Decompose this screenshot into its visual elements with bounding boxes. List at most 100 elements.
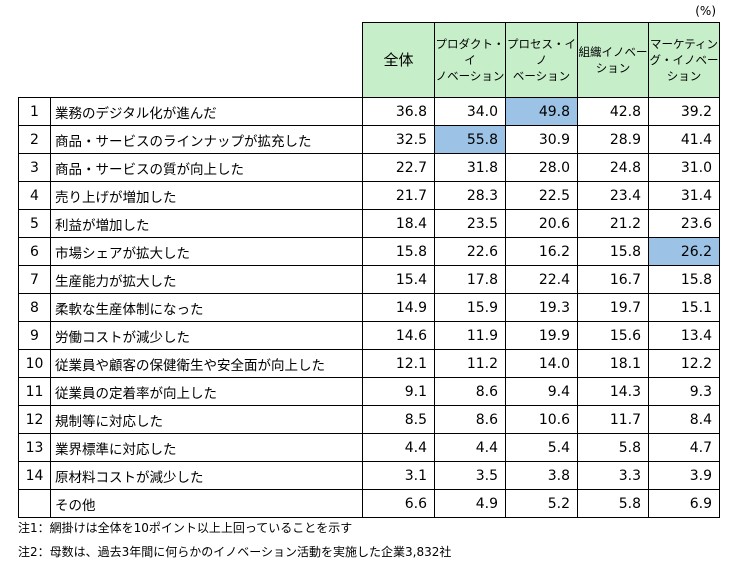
value-cell: 15.9 bbox=[434, 293, 506, 322]
row-number: 8 bbox=[18, 293, 51, 322]
row-label: 規制等に対応した bbox=[50, 405, 363, 434]
value-cell: 23.4 bbox=[577, 181, 649, 210]
value-cell: 18.4 bbox=[362, 209, 435, 238]
value-cell: 5.8 bbox=[577, 433, 649, 462]
value-cell: 4.7 bbox=[648, 433, 720, 462]
row-number: 9 bbox=[18, 321, 51, 350]
value-cell: 15.6 bbox=[577, 321, 649, 350]
row-number: 12 bbox=[18, 405, 51, 434]
value-cell: 32.5 bbox=[362, 125, 435, 154]
header-line: ション bbox=[666, 69, 702, 83]
table-row: 8 柔軟な生産体制になった 14.9 15.9 19.3 19.7 15.1 bbox=[18, 293, 720, 322]
table-row: 5 利益が増加した 18.4 23.5 20.6 21.2 23.6 bbox=[18, 209, 720, 238]
value-cell: 6.6 bbox=[362, 489, 435, 518]
row-label: その他 bbox=[50, 489, 363, 518]
value-cell: 28.0 bbox=[505, 153, 578, 182]
row-number bbox=[18, 489, 51, 518]
value-cell: 3.1 bbox=[362, 461, 435, 490]
header-line: ベーション bbox=[512, 69, 571, 83]
table-row: 12 規制等に対応した 8.5 8.6 10.6 11.7 8.4 bbox=[18, 405, 720, 434]
header-line: プロダクト・イ bbox=[435, 37, 505, 67]
header-row: 全体 プロダクト・イ ノベーション プロセス・イノ ベーション 組織イノベー ション … bbox=[18, 22, 720, 98]
value-cell: 11.7 bbox=[577, 405, 649, 434]
value-cell: 31.8 bbox=[434, 153, 506, 182]
value-cell: 19.9 bbox=[505, 321, 578, 350]
value-cell: 14.0 bbox=[505, 349, 578, 378]
value-cell: 8.4 bbox=[648, 405, 720, 434]
value-cell: 23.5 bbox=[434, 209, 506, 238]
header-line: グ・イノベー bbox=[649, 53, 719, 67]
value-cell: 12.1 bbox=[362, 349, 435, 378]
value-cell: 11.9 bbox=[434, 321, 506, 350]
row-label: 生産能力が拡大した bbox=[50, 265, 363, 294]
table-row: 14 原材料コストが減少した 3.1 3.5 3.8 3.3 3.9 bbox=[18, 461, 720, 490]
value-cell: 22.5 bbox=[505, 181, 578, 210]
note-2: 注2：母数は、過去3年間に何らかのイノベーション活動を実施した企業3,832社 bbox=[18, 545, 452, 559]
value-cell: 20.6 bbox=[505, 209, 578, 238]
value-cell: 14.9 bbox=[362, 293, 435, 322]
table-row: 7 生産能力が拡大した 15.4 17.8 22.4 16.7 15.8 bbox=[18, 265, 720, 294]
value-cell: 3.9 bbox=[648, 461, 720, 490]
row-label: 売り上げが増加した bbox=[50, 181, 363, 210]
header-line: ション bbox=[595, 61, 631, 75]
row-label: 商品・サービスの質が向上した bbox=[50, 153, 363, 182]
row-number: 11 bbox=[18, 377, 51, 406]
value-cell: 14.6 bbox=[362, 321, 435, 350]
value-cell: 41.4 bbox=[648, 125, 720, 154]
value-cell: 17.8 bbox=[434, 265, 506, 294]
value-cell: 3.5 bbox=[434, 461, 506, 490]
row-label: 業務のデジタル化が進んだ bbox=[50, 97, 363, 126]
value-cell: 16.2 bbox=[505, 237, 578, 266]
value-cell: 19.7 bbox=[577, 293, 649, 322]
row-label: 市場シェアが拡大した bbox=[50, 237, 363, 266]
value-cell: 22.6 bbox=[434, 237, 506, 266]
value-cell: 3.8 bbox=[505, 461, 578, 490]
value-cell: 21.7 bbox=[362, 181, 435, 210]
row-label: 利益が増加した bbox=[50, 209, 363, 238]
header-line: プロセス・イノ bbox=[507, 37, 576, 67]
value-cell: 21.2 bbox=[577, 209, 649, 238]
value-cell: 6.9 bbox=[648, 489, 720, 518]
table-row: 6 市場シェアが拡大した 15.8 22.6 16.2 15.8 26.2 bbox=[18, 237, 720, 266]
value-cell: 5.8 bbox=[577, 489, 649, 518]
header-line: 全体 bbox=[383, 51, 414, 69]
row-number: 13 bbox=[18, 433, 51, 462]
highlighted-value-cell: 55.8 bbox=[434, 125, 506, 154]
value-cell: 31.0 bbox=[648, 153, 720, 182]
value-cell: 31.4 bbox=[648, 181, 720, 210]
row-label: 従業員や顧客の保健衛生や安全面が向上した bbox=[50, 349, 363, 378]
header-organizational-innovation: 組織イノベー ション bbox=[577, 22, 649, 98]
innovation-effects-table: 全体 プロダクト・イ ノベーション プロセス・イノ ベーション 組織イノベー ション … bbox=[18, 22, 720, 518]
value-cell: 15.8 bbox=[648, 265, 720, 294]
value-cell: 18.1 bbox=[577, 349, 649, 378]
row-label: 柔軟な生産体制になった bbox=[50, 293, 363, 322]
row-number: 4 bbox=[18, 181, 51, 210]
value-cell: 5.4 bbox=[505, 433, 578, 462]
table-row: 1 業務のデジタル化が進んだ 36.8 34.0 49.8 42.8 39.2 bbox=[18, 97, 720, 126]
highlighted-value-cell: 49.8 bbox=[505, 97, 578, 126]
table-row: 4 売り上げが増加した 21.7 28.3 22.5 23.4 31.4 bbox=[18, 181, 720, 210]
value-cell: 8.5 bbox=[362, 405, 435, 434]
table-row: その他 6.6 4.9 5.2 5.8 6.9 bbox=[18, 489, 720, 518]
row-number: 14 bbox=[18, 461, 51, 490]
table-row: 3 商品・サービスの質が向上した 22.7 31.8 28.0 24.8 31.0 bbox=[18, 153, 720, 182]
value-cell: 39.2 bbox=[648, 97, 720, 126]
value-cell: 16.7 bbox=[577, 265, 649, 294]
unit-label: (%) bbox=[695, 4, 716, 18]
table-body: 1 業務のデジタル化が進んだ 36.8 34.0 49.8 42.8 39.2 2 商品・サービ… bbox=[18, 97, 720, 518]
row-number: 6 bbox=[18, 237, 51, 266]
table-row: 13 業界標準に対応した 4.4 4.4 5.4 5.8 4.7 bbox=[18, 433, 720, 462]
value-cell: 8.6 bbox=[434, 377, 506, 406]
row-label: 労働コストが減少した bbox=[50, 321, 363, 350]
value-cell: 13.4 bbox=[648, 321, 720, 350]
header-total: 全体 bbox=[362, 22, 435, 98]
header-line: ノベーション bbox=[435, 69, 505, 83]
table-row: 2 商品・サービスのラインナップが拡充した 32.5 55.8 30.9 28.9 41.4 bbox=[18, 125, 720, 154]
value-cell: 15.1 bbox=[648, 293, 720, 322]
value-cell: 36.8 bbox=[362, 97, 435, 126]
value-cell: 15.8 bbox=[577, 237, 649, 266]
value-cell: 9.4 bbox=[505, 377, 578, 406]
row-number: 1 bbox=[18, 97, 51, 126]
header-line: マーケティン bbox=[649, 37, 719, 51]
value-cell: 34.0 bbox=[434, 97, 506, 126]
